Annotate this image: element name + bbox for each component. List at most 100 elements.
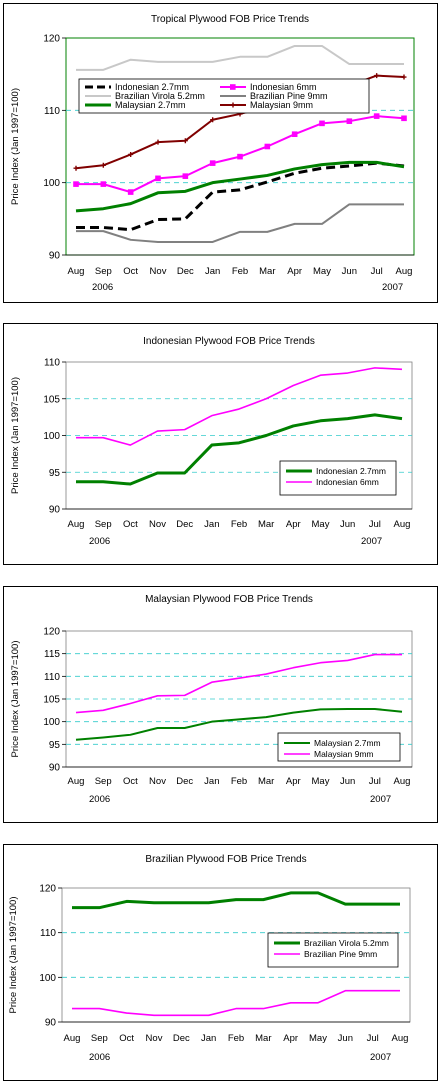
x-tick-label: Sep <box>95 776 112 787</box>
legend-marker <box>230 84 236 90</box>
x-tick-label: Feb <box>231 776 247 787</box>
series-line-brazilian-virola-5-2mm <box>76 44 404 71</box>
data-point <box>401 74 407 80</box>
series-line-indonesian-2-7mm <box>76 413 403 486</box>
series-brazilian-virola-5-2mm <box>72 891 400 910</box>
x-tick-label: Jan <box>201 1033 216 1044</box>
year-label: 2006 <box>89 794 110 805</box>
series-indonesian-6mm <box>76 367 403 446</box>
y-tick-label: 110 <box>44 358 60 369</box>
year-label: 2006 <box>89 536 110 547</box>
y-tick-label: 110 <box>44 106 60 117</box>
series-indonesian-2-7mm <box>76 161 405 232</box>
x-tick-label: Apr <box>286 519 301 530</box>
tropical-plywood-chart: Tropical Plywood FOB Price Trends 90 100 11… <box>10 14 415 293</box>
x-tick-label: Mar <box>258 776 274 787</box>
data-point <box>373 113 380 119</box>
y-tick-label: 90 <box>49 763 61 774</box>
x-tick-label: Nov <box>150 266 167 277</box>
data-point <box>73 181 79 187</box>
brazilian-plywood-chart: Brazilian Plywood FOB Price Trends 90 100 1… <box>8 854 411 1063</box>
legend-label: Indonesian 6mm <box>250 82 317 92</box>
y-tick-label: 120 <box>43 34 60 45</box>
y-tick-label: 100 <box>43 431 60 442</box>
x-tick-label: Jan <box>204 519 219 530</box>
legend-label: Brazilian Pine 9mm <box>250 91 328 101</box>
data-point <box>182 138 188 144</box>
data-point <box>155 175 161 182</box>
x-tick-label: May <box>313 266 331 277</box>
series-indonesian-2-7mm <box>76 413 403 486</box>
x-tick-label: Nov <box>146 1033 163 1044</box>
x-tick-label: Mar <box>259 266 275 277</box>
x-tick-label: Feb <box>228 1033 244 1044</box>
data-point <box>209 160 216 166</box>
x-tick-label: Mar <box>255 1033 271 1044</box>
x-tick-label: Feb <box>232 266 248 277</box>
y-tick-label: 110 <box>44 672 60 683</box>
legend-label: Brazilian Virola 5.2mm <box>115 91 205 101</box>
x-tick-label: Jul <box>369 519 381 530</box>
series-indonesian-6mm <box>73 113 407 195</box>
malaysian-plywood-chart: Malaysian Plywood FOB Price Trends 90 95 10… <box>10 594 413 805</box>
y-tick-label: 100 <box>43 717 60 728</box>
y-axis-label: Price Index (Jan 1997=100) <box>10 377 21 494</box>
legend-marker <box>230 102 236 108</box>
series-brazilian-virola-5-2mm <box>76 44 404 71</box>
data-point <box>264 143 271 150</box>
data-point <box>182 173 189 179</box>
x-tick-label: Jun <box>342 266 357 277</box>
series-brazilian-pine-9mm <box>76 203 404 243</box>
y-tick-label: 95 <box>49 740 61 751</box>
y-tick-label: 120 <box>43 627 60 638</box>
chart-title: Brazilian Plywood FOB Price Trends <box>145 854 306 865</box>
data-point <box>155 139 161 145</box>
legend: Indonesian 2.7mm Indonesian 6mmBrazilian … <box>78 78 370 114</box>
x-tick-label: Apr <box>287 266 302 277</box>
data-point <box>128 151 134 157</box>
x-tick-label: Jun <box>338 1033 353 1044</box>
series-line-malaysian-2-7mm <box>75 707 403 741</box>
x-tick-label: May <box>312 519 330 530</box>
x-tick-label: Jul <box>369 776 381 787</box>
data-point <box>346 118 353 124</box>
series-line-brazilian-pine-9mm <box>76 203 404 243</box>
year-label: 2007 <box>361 536 382 547</box>
y-tick-label: 100 <box>43 178 60 189</box>
chart-panel-brazilian: Brazilian Plywood FOB Price Trends 90 100 1… <box>3 844 438 1081</box>
y-tick-label: 90 <box>49 505 61 516</box>
plot-area <box>65 37 415 256</box>
legend-box <box>279 460 397 496</box>
x-tick-label: Aug <box>394 519 411 530</box>
x-tick-label: Dec <box>177 266 194 277</box>
y-axis-label: Price Index (Jan 1997=100) <box>10 88 21 205</box>
x-tick-label: Aug <box>68 776 85 787</box>
y-tick-label: 115 <box>44 649 60 660</box>
x-tick-label: Oct <box>123 776 138 787</box>
x-tick-label: Aug <box>68 519 85 530</box>
x-tick-label: Aug <box>64 1033 81 1044</box>
series-line-brazilian-virola-5-2mm <box>72 891 400 910</box>
chart-panel-malaysian: Malaysian Plywood FOB Price Trends 90 95 10… <box>3 586 438 823</box>
y-tick-label: 105 <box>43 394 60 405</box>
series-brazilian-pine-9mm <box>72 989 400 1017</box>
x-tick-label: Oct <box>123 519 138 530</box>
series-malaysian-9mm <box>75 653 402 714</box>
chart-panel-tropical: Tropical Plywood FOB Price Trends 90 100 11… <box>3 3 438 303</box>
legend-label: Malaysian 9mm <box>314 749 374 759</box>
legend-label: Malaysian 2.7mm <box>115 100 186 110</box>
y-tick-label: 100 <box>39 973 56 984</box>
y-tick-label: 90 <box>49 251 61 262</box>
data-point <box>319 120 325 127</box>
data-point <box>401 115 407 122</box>
y-tick-label: 90 <box>45 1018 57 1029</box>
x-tick-label: Aug <box>392 1033 409 1044</box>
x-tick-label: Feb <box>231 519 247 530</box>
legend-label: Malaysian 9mm <box>250 100 313 110</box>
x-tick-label: Aug <box>68 266 85 277</box>
legend-label: Malaysian 2.7mm <box>314 738 381 748</box>
series-line-brazilian-pine-9mm <box>72 989 400 1017</box>
series-line-malaysian-2-7mm <box>75 160 405 213</box>
